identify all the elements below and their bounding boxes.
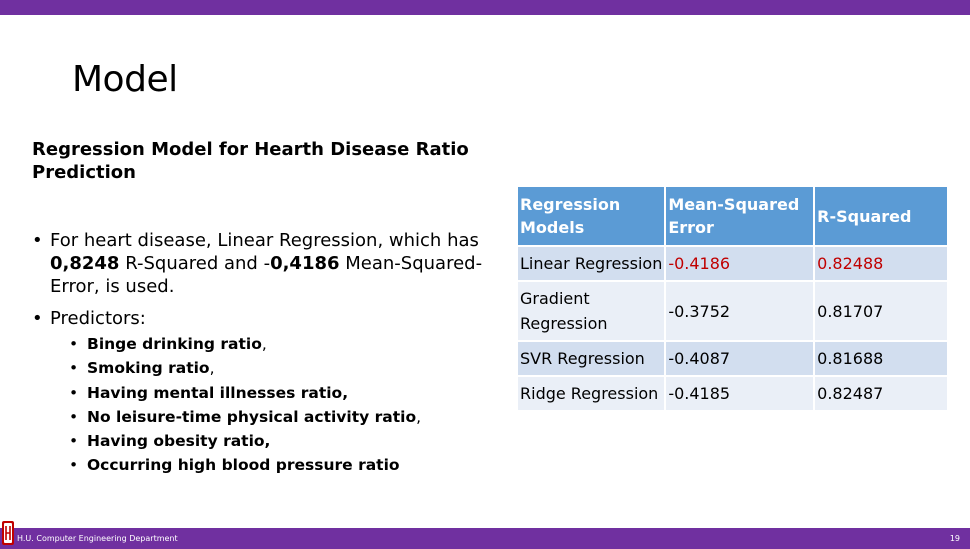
predictor-item: • Binge drinking ratio,	[32, 332, 502, 356]
table-header-row: Regression Models Mean-Squared Error R-S…	[518, 187, 947, 246]
cell-model: Linear Regression	[518, 245, 667, 281]
bullet-dot-icon: •	[69, 456, 79, 475]
predictor-item: • Smoking ratio,	[32, 356, 502, 380]
bullet-dot-icon: •	[69, 432, 79, 451]
university-logo-icon	[2, 521, 14, 545]
table-row: Gradient Regression -0.3752 0.81707	[518, 280, 947, 341]
predictor-item: • Occurring high blood pressure ratio	[32, 453, 502, 477]
top-accent-bar	[0, 0, 970, 15]
table-row: Ridge Regression -0.4185 0.82487	[518, 375, 947, 410]
cell-mse: -0.4087	[665, 340, 816, 376]
bullet-dot-icon: •	[69, 383, 79, 402]
column-header-r2: R-Squared	[814, 187, 947, 246]
cell-model: Gradient Regression	[518, 280, 667, 341]
bullet-dot-icon: •	[32, 230, 43, 251]
footer-bar: H.U. Computer Engineering Department 19	[0, 528, 970, 549]
cell-mse: -0.4186	[665, 245, 816, 281]
bullet-dot-icon: •	[32, 308, 43, 329]
page-number: 19	[949, 534, 960, 543]
cell-r2: 0.82487	[814, 375, 947, 410]
column-header-mse: Mean-Squared Error	[665, 187, 816, 246]
bullet-dot-icon: •	[69, 359, 79, 378]
slide-title: Model	[72, 59, 178, 100]
table-row: SVR Regression -0.4087 0.81688	[518, 340, 947, 376]
predictor-item: • Having obesity ratio,	[32, 429, 502, 453]
cell-r2: 0.82488	[814, 245, 947, 281]
cell-model: SVR Regression	[518, 340, 667, 376]
cell-mse: -0.4185	[665, 375, 816, 410]
cell-model: Ridge Regression	[518, 375, 667, 410]
predictor-list: • Binge drinking ratio, • Smoking ratio, •…	[32, 332, 502, 478]
footer-department: H.U. Computer Engineering Department	[17, 534, 178, 543]
bullet-linear-regression: • For heart disease, Linear Regression, …	[32, 230, 483, 297]
bullet-predictors: • Predictors:	[32, 308, 146, 329]
bullet-list: • For heart disease, Linear Regression, …	[32, 229, 502, 478]
cell-r2: 0.81707	[814, 280, 947, 341]
cell-r2: 0.81688	[814, 340, 947, 376]
predictor-item: • No leisure-time physical activity ratio…	[32, 405, 502, 429]
bullet-dot-icon: •	[69, 335, 79, 353]
column-header-model: Regression Models	[518, 187, 667, 246]
predictor-item: • Having mental illnesses ratio,	[32, 381, 502, 405]
bullet-dot-icon: •	[69, 407, 79, 426]
regression-results-table: Regression Models Mean-Squared Error R-S…	[518, 187, 947, 410]
cell-mse: -0.3752	[665, 280, 816, 341]
table-row: Linear Regression -0.4186 0.82488	[518, 245, 947, 281]
slide-subtitle: Regression Model for Hearth Disease Rati…	[32, 139, 469, 183]
